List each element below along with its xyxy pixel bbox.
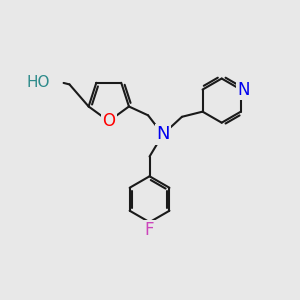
Text: HO: HO	[27, 75, 50, 90]
Text: N: N	[156, 125, 169, 143]
Text: O: O	[102, 112, 115, 130]
Text: F: F	[145, 221, 154, 239]
Text: N: N	[237, 81, 249, 99]
